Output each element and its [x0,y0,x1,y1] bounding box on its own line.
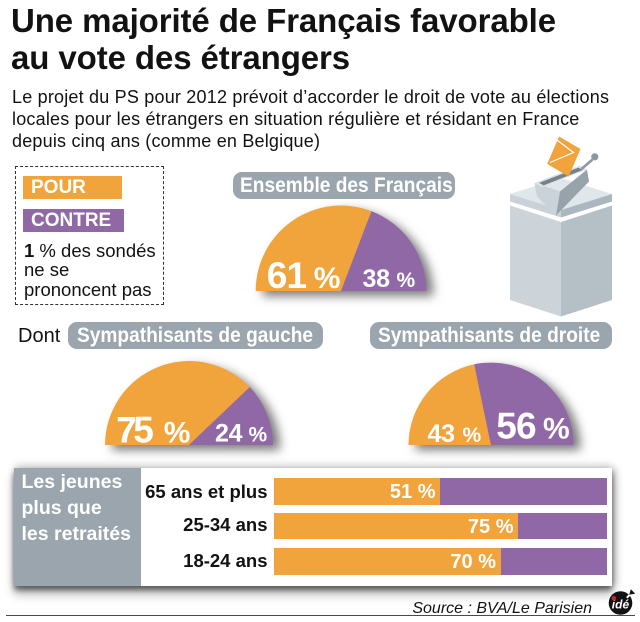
svg-text:56: 56 [496,406,536,447]
svg-text:61: 61 [267,255,307,296]
svg-text:%: % [543,413,570,446]
svg-text:24: 24 [215,419,243,447]
svg-text:38: 38 [363,265,391,293]
svg-text:%: % [463,424,482,447]
svg-text:%: % [164,417,191,450]
svg-text:75: 75 [116,410,154,451]
svg-text:%: % [314,262,341,295]
svg-text:%: % [397,269,416,292]
svg-text:idé: idé [612,598,630,612]
svg-text:43: 43 [428,420,456,448]
svg-text:%: % [249,423,268,446]
